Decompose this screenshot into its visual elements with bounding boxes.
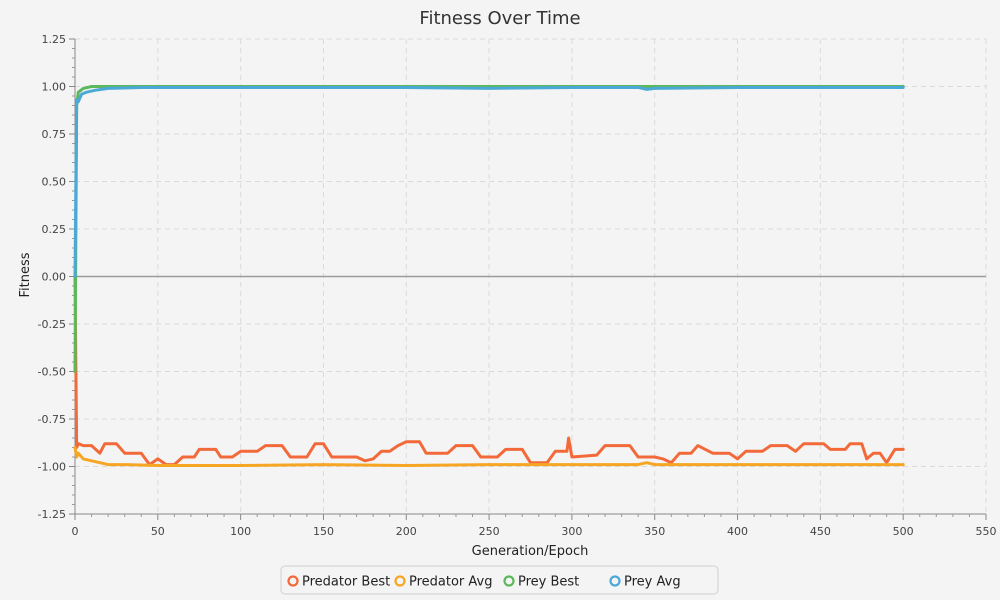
- x-tick-label: 150: [313, 525, 334, 538]
- y-tick-label: 0.00: [42, 271, 67, 284]
- x-tick-label: 350: [644, 525, 665, 538]
- x-tick-label: 200: [396, 525, 417, 538]
- y-tick-label: -1.00: [38, 461, 66, 474]
- y-tick-label: -1.25: [38, 508, 66, 521]
- x-tick-label: 0: [72, 525, 79, 538]
- y-tick-label: 0.50: [42, 176, 67, 189]
- y-axis-label: Fitness: [18, 252, 33, 297]
- x-tick-label: 300: [561, 525, 582, 538]
- y-tick-label: -0.75: [38, 413, 66, 426]
- y-tick-label: -0.50: [38, 366, 66, 379]
- y-tick-label: 0.25: [42, 223, 67, 236]
- x-axis-label: Generation/Epoch: [472, 544, 589, 559]
- x-tick-label: 400: [727, 525, 748, 538]
- legend-label: Predator Avg: [409, 575, 493, 590]
- x-tick-label: 100: [230, 525, 251, 538]
- y-tick-label: 1.00: [42, 81, 67, 94]
- y-tick-label: 1.25: [42, 33, 67, 46]
- x-tick-label: 450: [810, 525, 831, 538]
- legend-label: Prey Avg: [624, 575, 681, 590]
- y-tick-label: -0.25: [38, 318, 66, 331]
- y-tick-label: 0.75: [42, 128, 67, 141]
- legend-label: Prey Best: [518, 575, 579, 590]
- x-tick-label: 500: [893, 525, 914, 538]
- x-tick-label: 50: [151, 525, 165, 538]
- x-tick-label: 550: [976, 525, 997, 538]
- chart-title: Fitness Over Time: [419, 8, 580, 29]
- legend-label: Predator Best: [302, 575, 390, 590]
- x-tick-label: 250: [479, 525, 500, 538]
- legend: Predator Best Predator Avg Prey Best Prey A…: [281, 566, 718, 594]
